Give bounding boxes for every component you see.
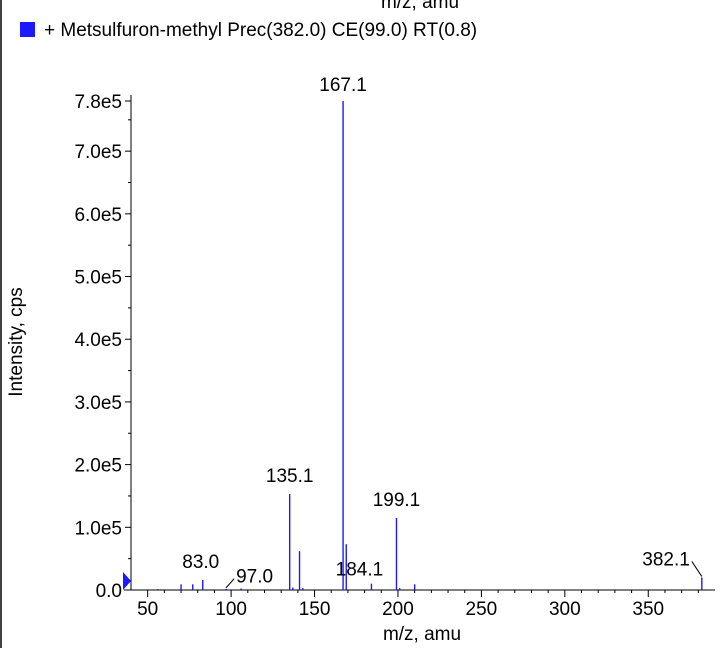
peak-label: 97.0 (236, 567, 273, 588)
y-tick-label: 2.0e5 (74, 456, 122, 477)
peak-label: 167.1 (319, 75, 367, 96)
top-cut-label: m/z, amu (381, 0, 459, 13)
y-tick-label: 1.0e5 (74, 518, 122, 539)
peak-label-leader (691, 561, 703, 577)
y-tick-label: 7.8e5 (74, 92, 122, 113)
x-tick-label: 150 (299, 599, 331, 620)
baseline-marker (123, 572, 131, 590)
peak-label-group: 83.0 97.0 135.1 167.1 184.1 199.1 382.1 (182, 75, 703, 589)
x-tick-label: 250 (466, 599, 498, 620)
y-tick-label: 4.0e5 (74, 330, 122, 351)
legend-text: + Metsulfuron-methyl Prec(382.0) CE(99.0… (44, 20, 477, 41)
y-tick-label: 5.0e5 (74, 268, 122, 289)
axes (124, 95, 715, 591)
y-tick-group: 0.0 1.0e5 2.0e5 3.0e5 4.0e5 5.0e5 6.0e5 7.0e5 7.… (74, 92, 131, 602)
y-tick-label: 3.0e5 (74, 393, 122, 414)
y-tick-label: 7.0e5 (74, 142, 122, 163)
peak-group (156, 101, 703, 590)
y-tick-label: 0.0 (96, 581, 122, 602)
x-tick-label: 50 (137, 599, 158, 620)
legend-swatch (20, 22, 35, 37)
peak-label-leader (225, 578, 235, 589)
x-axis-title: m/z, amu (383, 624, 461, 645)
peak-label: 135.1 (266, 466, 314, 487)
peak-label: 199.1 (373, 490, 421, 511)
x-tick-label: 200 (382, 599, 414, 620)
x-tick-group: 50 100 150 200 250 300 350 (137, 590, 699, 620)
y-tick-label: 6.0e5 (74, 205, 122, 226)
x-tick-label: 350 (632, 599, 664, 620)
peak-label: 184.1 (336, 560, 384, 581)
x-tick-label: 300 (549, 599, 581, 620)
x-tick-label: 100 (215, 599, 247, 620)
peak-label: 83.0 (182, 552, 219, 573)
peak-label: 382.1 (642, 549, 690, 570)
y-axis-title: Intensity, cps (6, 287, 27, 396)
